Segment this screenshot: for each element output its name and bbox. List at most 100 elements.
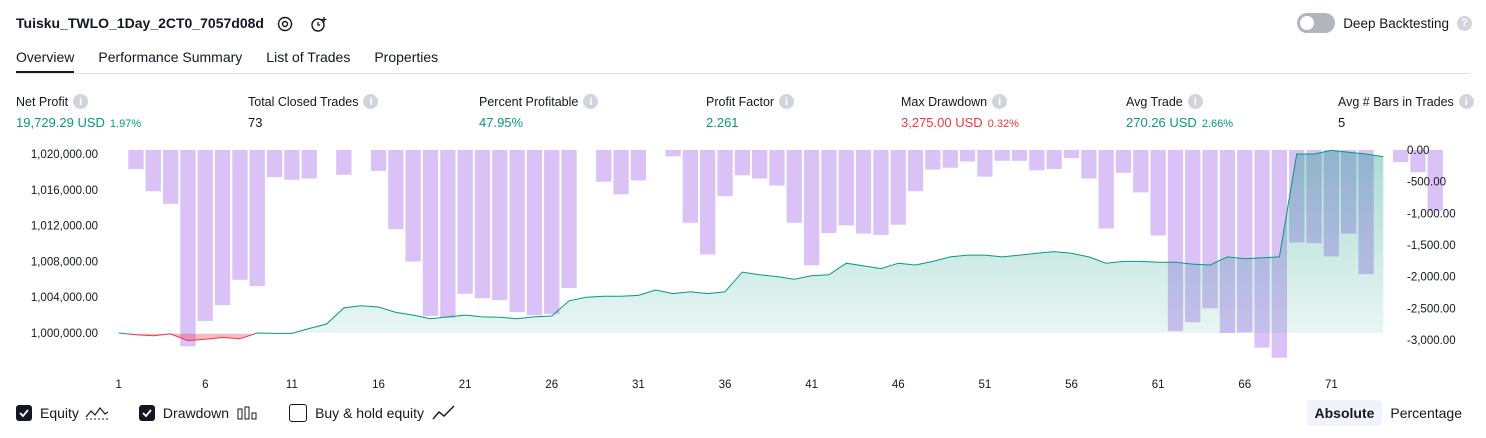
deep-backtesting-label: Deep Backtesting [1343, 15, 1449, 31]
drawdown-bar [630, 150, 646, 181]
x-tick-label: 26 [545, 379, 558, 391]
drawdown-bar [942, 150, 958, 168]
drawdown-bar [1115, 150, 1132, 173]
drawdown-bar [596, 150, 612, 182]
drawdown-bar [700, 150, 716, 255]
x-tick-label: 36 [719, 379, 732, 391]
metric-label: Max Drawdown [901, 94, 988, 109]
drawdown-bar [301, 150, 317, 179]
info-icon[interactable]: i [363, 94, 379, 109]
y-left-tick-label: 1,004,000.00 [31, 292, 98, 304]
tab-performance-summary[interactable]: Performance Summary [98, 49, 243, 65]
drawdown-bar [544, 150, 560, 314]
drawdown-bar [1063, 150, 1080, 159]
metric-value: 5 [1338, 115, 1346, 130]
x-tick-label: 56 [1065, 379, 1078, 391]
metric-value: 2.261 [706, 115, 739, 130]
equity-negative-area [128, 334, 255, 341]
drawdown-bar [1133, 150, 1149, 193]
drawdown-bar [561, 150, 577, 289]
drawdown-bar [752, 150, 768, 179]
drawdown-bar [526, 150, 543, 316]
metric-percent-profitable: Percent Profitable i 47.95% [479, 94, 599, 130]
x-tick-label: 31 [632, 379, 645, 391]
x-tick-label: 1 [115, 379, 121, 391]
tab-overview[interactable]: Overview [16, 49, 75, 74]
x-tick-label: 16 [372, 379, 385, 391]
drawdown-bar [873, 150, 889, 235]
drawdown-bar [855, 150, 872, 234]
drawdown-bars-icon [237, 406, 257, 420]
metric-avg-trade: Avg Trade i 270.26 USD 2.66% [1126, 94, 1233, 130]
drawdown-bar [1098, 150, 1114, 229]
y-left-tick-label: 1,016,000.00 [31, 185, 98, 197]
info-icon[interactable]: i [73, 94, 89, 109]
y-left-tick-label: 1,000,000.00 [31, 328, 98, 340]
tab-properties[interactable]: Properties [374, 49, 439, 65]
drawdown-bar [977, 150, 993, 177]
y-right-tick-label: -3,000.00 [1407, 335, 1456, 347]
equity-area-icon [85, 407, 109, 420]
tab-list-of-trades[interactable]: List of Trades [266, 49, 351, 65]
legend-buy-hold-equity[interactable]: Buy & hold equity [289, 404, 456, 422]
metric-label: Avg # Bars in Trades [1338, 94, 1454, 109]
legend-equity[interactable]: Equity [16, 405, 109, 421]
drawdown-bar [1046, 150, 1062, 169]
drawdown-bar [232, 150, 248, 280]
metric-value: 73 [248, 115, 263, 130]
drawdown-bar [422, 150, 439, 316]
drawdown-bar [370, 150, 387, 171]
legend-drawdown[interactable]: Drawdown [138, 405, 259, 421]
drawdown-bar [1150, 150, 1166, 236]
drawdown-bar [1427, 150, 1443, 211]
info-icon[interactable]: i [1458, 94, 1474, 109]
x-tick-label: 66 [1238, 379, 1251, 391]
drawdown-bar [838, 150, 854, 226]
drawdown-bar [804, 150, 820, 266]
info-icon[interactable]: i [992, 94, 1008, 109]
percentage-button[interactable]: Percentage [1390, 405, 1462, 421]
legend-label: Drawdown [162, 405, 230, 421]
drawdown-bar [994, 150, 1010, 161]
x-tick-label: 61 [1152, 379, 1165, 391]
drawdown-bar [734, 150, 750, 176]
metric-profit-factor: Profit Factor i 2.261 [706, 94, 795, 130]
drawdown-bar [197, 150, 213, 321]
x-tick-label: 46 [892, 379, 905, 391]
metric-max-drawdown: Max Drawdown i 3,275.00 USD 0.32% [901, 94, 1019, 130]
absolute-button[interactable]: Absolute [1306, 400, 1383, 426]
settings-icon[interactable] [274, 13, 296, 35]
x-tick-label: 11 [286, 379, 298, 391]
deep-backtesting-toggle[interactable] [1297, 13, 1336, 33]
info-icon[interactable]: i [583, 94, 599, 109]
y-right-tick-label: -2,500.00 [1407, 303, 1456, 315]
drawdown-bar [145, 150, 161, 192]
add-alert-icon[interactable] [308, 13, 330, 35]
metric-value: 3,275.00 USD [901, 115, 983, 130]
checkbox-unchecked-icon[interactable] [289, 404, 308, 422]
x-tick-label: 51 [978, 379, 991, 391]
drawdown-bar [180, 150, 196, 347]
metric-value: 47.95% [479, 115, 524, 130]
metric-label: Net Profit [16, 94, 69, 109]
metric-label: Percent Profitable [479, 94, 579, 109]
line-icon [432, 405, 455, 420]
drawdown-bar [907, 150, 924, 192]
checkbox-checked-icon[interactable] [16, 405, 32, 421]
y-right-tick-label: -1,000.00 [1407, 208, 1456, 220]
drawdown-bar [665, 150, 681, 157]
drawdown-bar [163, 150, 179, 204]
drawdown-bar [925, 150, 941, 170]
drawdown-bar [405, 150, 421, 262]
y-right-tick-label: -1,500.00 [1407, 240, 1456, 252]
y-right-tick-label: -500.00 [1407, 177, 1446, 189]
drawdown-bar [769, 150, 785, 186]
metric-value: 19,729.29 USD [16, 115, 105, 130]
help-icon[interactable]: ? [1457, 15, 1472, 31]
drawdown-bar [266, 150, 283, 178]
checkbox-checked-icon[interactable] [138, 405, 155, 421]
equity-drawdown-chart[interactable]: 1,020,000.00 1,016,000.00 1,012,000.00 1,00… [0, 140, 1486, 395]
drawdown-bar [440, 150, 456, 318]
info-icon[interactable]: i [779, 94, 795, 109]
info-icon[interactable]: i [1187, 94, 1203, 109]
